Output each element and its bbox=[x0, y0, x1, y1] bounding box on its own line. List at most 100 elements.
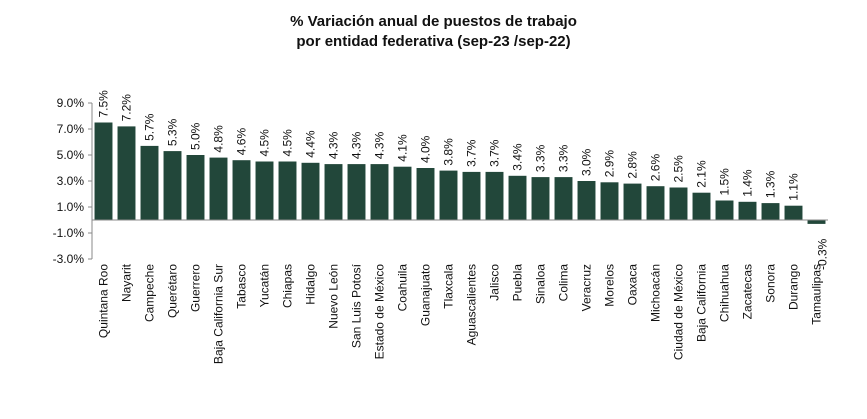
y-tick-label: 3.0% bbox=[57, 174, 85, 188]
bar bbox=[554, 177, 573, 220]
bar bbox=[669, 187, 688, 220]
category-label: Chiapas bbox=[281, 264, 295, 308]
value-label: 4.3% bbox=[350, 131, 364, 159]
value-label: 1.1% bbox=[787, 173, 801, 201]
value-label: 3.7% bbox=[488, 139, 502, 167]
y-tick-label: 1.0% bbox=[57, 200, 85, 214]
bars-group bbox=[94, 122, 826, 224]
value-label: 1.3% bbox=[764, 170, 778, 198]
value-label: 3.8% bbox=[442, 138, 456, 166]
y-tick-label: 7.0% bbox=[57, 122, 85, 136]
category-label: Campeche bbox=[143, 264, 157, 322]
value-label: 1.4% bbox=[741, 169, 755, 197]
value-label: 4.3% bbox=[373, 131, 387, 159]
bar bbox=[439, 170, 458, 220]
y-tick-label: 5.0% bbox=[57, 148, 85, 162]
bar bbox=[623, 183, 642, 220]
category-label: Durango bbox=[787, 264, 801, 310]
category-label: Jalisco bbox=[488, 264, 502, 301]
bar bbox=[324, 164, 343, 220]
y-tick-label: -3.0% bbox=[53, 252, 85, 266]
bar bbox=[416, 168, 435, 220]
bar bbox=[370, 164, 389, 220]
value-label: 5.3% bbox=[166, 118, 180, 146]
bar bbox=[646, 186, 665, 220]
category-label: Yucatán bbox=[258, 264, 272, 307]
category-labels-group: Quintana Roo Nayarit Campeche Querétaro Guer… bbox=[97, 263, 824, 364]
y-tick-label: -1.0% bbox=[53, 226, 85, 240]
bar bbox=[485, 171, 504, 220]
value-label: 2.9% bbox=[603, 150, 617, 178]
value-label: 3.3% bbox=[534, 144, 548, 172]
chart-title: % Variación anual de puestos de trabajo … bbox=[0, 12, 867, 52]
category-label: Chihuahua bbox=[718, 264, 732, 322]
bar bbox=[807, 220, 826, 224]
bar bbox=[784, 205, 803, 220]
bar bbox=[255, 161, 274, 220]
value-label: 2.8% bbox=[626, 151, 640, 179]
bar bbox=[738, 201, 757, 220]
category-label: Zacatecas bbox=[741, 264, 755, 319]
category-label: Guanajuato bbox=[419, 264, 433, 326]
value-label: 2.1% bbox=[695, 160, 709, 188]
category-label: Tlaxcala bbox=[442, 264, 456, 309]
bar bbox=[577, 181, 596, 220]
bar bbox=[94, 122, 113, 220]
category-label: Hidalgo bbox=[304, 264, 318, 305]
value-label: 4.8% bbox=[212, 125, 226, 153]
category-label: Oaxaca bbox=[626, 264, 640, 306]
value-label: 2.5% bbox=[672, 155, 686, 183]
bar bbox=[347, 164, 366, 220]
category-label: Puebla bbox=[511, 264, 525, 302]
category-label: Aguascalientes bbox=[465, 264, 479, 345]
value-label: 5.0% bbox=[189, 122, 203, 150]
value-label: 3.3% bbox=[557, 144, 571, 172]
value-label: 4.3% bbox=[327, 131, 341, 159]
bar bbox=[715, 200, 734, 220]
bar bbox=[209, 157, 228, 220]
bar bbox=[117, 126, 136, 220]
category-label: Nayarit bbox=[120, 263, 134, 302]
bar bbox=[761, 203, 780, 220]
category-label: Ciudad de México bbox=[672, 264, 686, 360]
category-label: Sinaloa bbox=[534, 264, 548, 304]
bar bbox=[301, 162, 320, 220]
value-label: 4.5% bbox=[281, 129, 295, 157]
category-label: Quintana Roo bbox=[97, 264, 111, 338]
bar bbox=[508, 175, 527, 220]
bar bbox=[600, 182, 619, 220]
bar bbox=[232, 160, 251, 220]
value-label: 3.4% bbox=[511, 143, 525, 171]
value-label: 2.6% bbox=[649, 154, 663, 182]
value-label: 3.7% bbox=[465, 139, 479, 167]
category-label: Nuevo León bbox=[327, 264, 341, 329]
category-label: Sonora bbox=[764, 264, 778, 303]
value-label: -0.3% bbox=[816, 238, 830, 270]
value-label: 4.1% bbox=[396, 134, 410, 162]
bar bbox=[531, 177, 550, 220]
category-label: Baja California Sur bbox=[212, 264, 226, 364]
bar bbox=[692, 192, 711, 220]
category-label: Colima bbox=[557, 264, 571, 302]
bar bbox=[393, 166, 412, 220]
value-label: 3.0% bbox=[580, 148, 594, 176]
category-label: Estado de México bbox=[373, 264, 387, 360]
value-label: 7.5% bbox=[97, 90, 111, 118]
bar bbox=[186, 155, 205, 220]
value-labels-group: 7.5% 7.2% 5.7% 5.3% 5.0% 4.8% 4.6% 4.5% 4.5% 4.4%… bbox=[97, 90, 830, 270]
category-label: Querétaro bbox=[166, 264, 180, 318]
value-label: 4.0% bbox=[419, 135, 433, 163]
value-label: 4.6% bbox=[235, 128, 249, 156]
y-axis: 9.0% 7.0% 5.0% 3.0% 1.0% -1.0% -3.0% bbox=[53, 96, 93, 266]
bar bbox=[462, 171, 481, 220]
category-label: Baja California bbox=[695, 264, 709, 342]
value-label: 4.5% bbox=[258, 129, 272, 157]
category-label: Veracruz bbox=[580, 264, 594, 311]
category-label: Michoacán bbox=[649, 264, 663, 322]
chart-title-line1: % Variación anual de puestos de trabajo bbox=[290, 13, 577, 30]
value-label: 4.4% bbox=[304, 130, 318, 158]
chart-subtitle: por entidad federativa (sep-23 /sep-22) bbox=[296, 33, 571, 50]
value-label: 1.5% bbox=[718, 168, 732, 196]
category-label: Tamaulipas bbox=[810, 264, 824, 325]
